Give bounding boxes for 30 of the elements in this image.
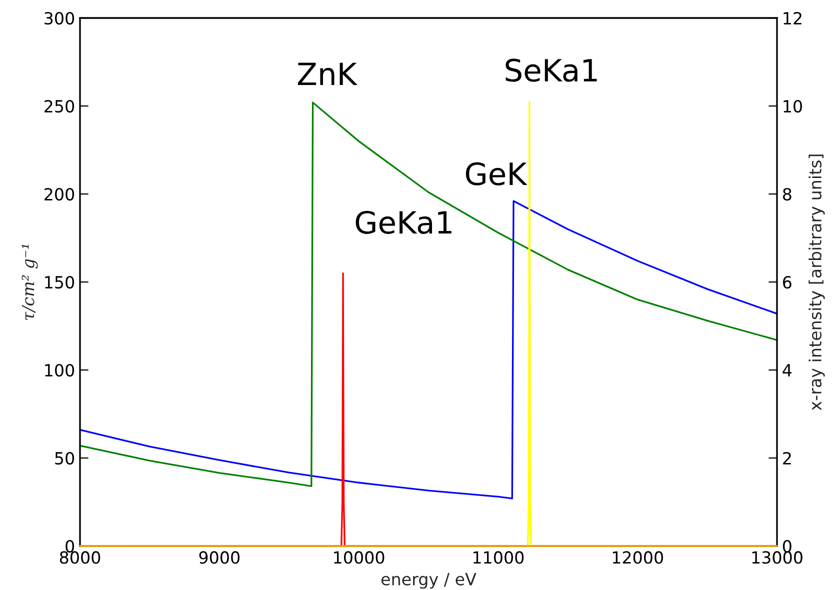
y2-tick-label: 8	[782, 188, 792, 201]
y2-tick-label: 2	[783, 452, 791, 464]
annotation: ZnK	[298, 62, 358, 86]
y-tick-label: 200	[44, 188, 74, 201]
line-series	[340, 272, 346, 547]
line-series	[526, 100, 532, 547]
y-tick-label: 50	[55, 452, 74, 465]
x-tick-label: 8000	[60, 551, 100, 564]
y2-tick-label: 4	[782, 364, 792, 376]
annotation: GeK	[466, 162, 528, 186]
x-tick-label: 9000	[199, 551, 240, 564]
annotation: GeKa1	[356, 210, 452, 234]
y2-axis-title: x-ray intensity [arbitrary units]	[808, 154, 825, 410]
y-tick-label: 0	[66, 540, 74, 553]
annotation: SeKa1	[506, 58, 597, 82]
y2-tick-label: 10	[784, 100, 802, 113]
y-tick-label: 100	[45, 364, 74, 377]
y-tick-label: 150	[45, 276, 74, 289]
y2-tick-label: 12	[784, 12, 802, 24]
x-tick-label: 11000	[474, 551, 524, 564]
y-tick-label: 300	[44, 12, 74, 25]
x-tick-label: 13000	[752, 551, 802, 564]
y-tick-label: 250	[44, 100, 74, 113]
line-series	[79, 200, 778, 500]
x-axis-title: energy / eV	[381, 573, 476, 589]
y2-tick-label: 6	[783, 276, 792, 289]
x-tick-label: 12000	[612, 551, 663, 564]
line-series	[79, 102, 778, 487]
y-axis-title: τ/cm² g⁻¹	[22, 244, 38, 320]
x-tick-label: 10000	[334, 551, 384, 564]
